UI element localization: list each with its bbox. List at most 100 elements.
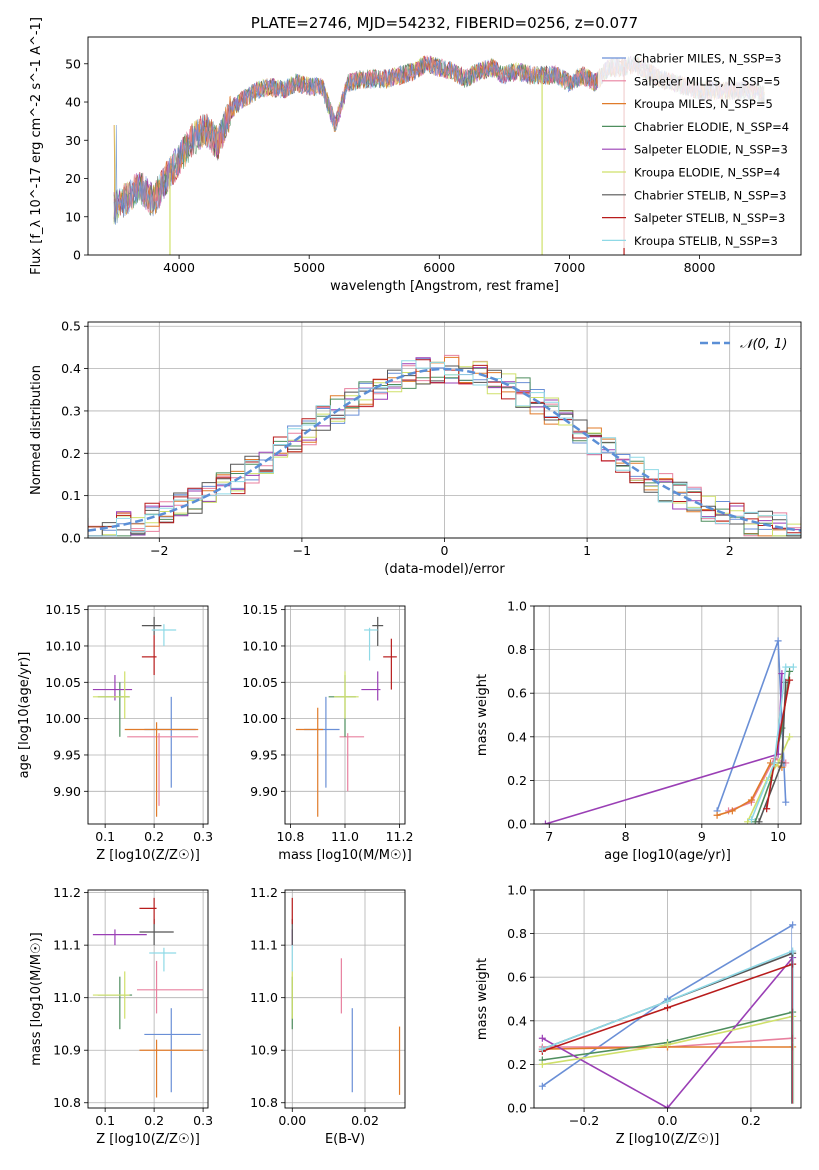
x-tick-label: 8	[622, 829, 630, 844]
panel-residuals: −2 −1 0 1 2 0.0 0.1 0.2 0.3 0.4 0.5 (data-model)/er…	[29, 319, 802, 577]
y-tick-label: 1.0	[507, 883, 527, 898]
y-tick-label: 1.0	[507, 599, 527, 614]
data-point	[364, 627, 378, 661]
y-tick-label: 11.2	[250, 885, 278, 900]
y-tick-label: 0.2	[61, 446, 81, 461]
point-marker	[789, 947, 797, 955]
panel-age_vs_Z: 0.1 0.2 0.3 9.90 9.95 10.00 10.05 10.10 10.15 Z […	[17, 602, 213, 863]
y-tick-label: 11.1	[250, 938, 278, 953]
x-axis-label: wavelength [Angstrom, rest frame]	[330, 279, 559, 294]
y-tick-label: 11.1	[53, 938, 81, 953]
point-marker	[538, 1082, 546, 1090]
panel-age_vs_mass: 10.8 11.0 11.2 9.90 9.95 10.00 10.05 10.10 10.15…	[242, 602, 413, 863]
y-axis-label: age [log10(age/yr)]	[17, 652, 32, 779]
point-marker	[713, 811, 721, 819]
point-marker	[789, 921, 797, 929]
x-tick-label: 7000	[553, 260, 585, 275]
x-axis-label: Z [log10(Z/Z☉)]	[616, 1132, 720, 1147]
data-point	[361, 671, 381, 701]
legend-label: Chabrier MILES, N_SSP=3	[634, 52, 781, 66]
x-axis-label: mass [log10(M/M☉)]	[278, 848, 411, 863]
y-tick-label: 0.8	[507, 642, 527, 657]
point-marker	[789, 663, 797, 671]
y-axis-label: mass weight	[475, 958, 490, 1040]
legend-label: Salpeter ELODIE, N_SSP=3	[634, 143, 788, 157]
y-axis-label: Flux [f_λ 10^-17 erg cm^-2 s^-1 A^-1]	[29, 17, 44, 275]
y-tick-label: 10.10	[242, 638, 278, 653]
point-marker	[538, 1034, 546, 1042]
y-tick-label: 10.05	[242, 675, 278, 690]
axes-frame	[284, 605, 406, 825]
point-marker	[728, 807, 736, 815]
y-tick-label: 10.05	[45, 675, 81, 690]
data-point	[139, 1039, 204, 1098]
x-axis-label: (data-model)/error	[384, 562, 505, 577]
point-marker	[782, 798, 790, 806]
panel-mass_vs_ebv: 0.00 0.02 10.8 10.9 11.0 11.1 11.2 E(B-V)	[250, 885, 406, 1147]
point-marker	[538, 1045, 546, 1053]
y-tick-label: 0.1	[61, 488, 81, 503]
data-point	[97, 976, 133, 1030]
axes-frame	[284, 889, 406, 1109]
x-tick-label: −2	[150, 543, 168, 558]
data-point	[139, 897, 157, 925]
mass-weight-line	[541, 957, 794, 1108]
plot-area	[92, 897, 204, 1098]
point-marker	[747, 796, 755, 804]
y-tick-label: 0.4	[507, 1013, 527, 1028]
x-axis-label: Z [log10(Z/Z☉)]	[96, 848, 200, 863]
point-marker	[755, 818, 763, 824]
data-point	[139, 918, 174, 946]
legend-label: Kroupa ELODIE, N_SSP=4	[634, 166, 780, 180]
x-tick-label: 0.2	[144, 1113, 164, 1128]
y-tick-label: 10.9	[250, 1043, 278, 1058]
y-tick-label: 30	[65, 133, 81, 148]
y-tick-label: 10.15	[242, 602, 278, 617]
legend-label: Salpeter MILES, N_SSP=5	[634, 74, 780, 88]
x-tick-label: 9	[698, 829, 706, 844]
y-tick-label: 11.0	[53, 990, 81, 1005]
legend-label: Kroupa MILES, N_SSP=5	[634, 97, 773, 111]
y-tick-label: 9.90	[53, 784, 81, 799]
point-marker	[786, 676, 794, 684]
data-point	[141, 616, 162, 636]
axes-frame	[87, 321, 802, 539]
x-tick-label: 0.3	[193, 1113, 213, 1128]
axes-frame	[87, 36, 802, 256]
y-tick-label: 9.95	[53, 747, 81, 762]
y-tick-label: 9.90	[250, 784, 278, 799]
data-point	[295, 707, 324, 817]
x-tick-label: 0.1	[95, 1113, 115, 1128]
x-tick-label: 8000	[684, 260, 716, 275]
point-marker	[786, 667, 794, 675]
legend-label: Chabrier STELIB, N_SSP=3	[634, 188, 786, 202]
y-tick-label: 10	[65, 209, 81, 224]
x-tick-label: 0.0	[658, 1113, 678, 1128]
y-tick-label: 11.0	[250, 990, 278, 1005]
y-tick-label: 40	[65, 95, 81, 110]
plot-area	[538, 921, 797, 1108]
x-tick-label: −0.2	[569, 1113, 599, 1128]
data-point	[92, 675, 133, 701]
histogram-step	[88, 367, 801, 537]
x-tick-label: 0.2	[741, 1113, 761, 1128]
gaussian-curve	[88, 367, 801, 532]
data-point	[136, 960, 204, 1014]
legend-box	[598, 44, 797, 248]
chart-title: PLATE=2746, MJD=54232, FIBERID=0256, z=0…	[251, 14, 638, 32]
y-tick-label: 50	[65, 56, 81, 71]
y-tick-label: 10.8	[250, 1095, 278, 1110]
x-tick-label: 0.00	[278, 1113, 306, 1128]
x-axis-label: age [log10(age/yr)]	[604, 848, 731, 863]
mass-weight-line	[545, 673, 783, 824]
y-tick-label: 10.00	[242, 711, 278, 726]
axes-frame	[533, 605, 802, 825]
x-tick-label: 0	[441, 543, 449, 558]
x-axis-label: E(B-V)	[325, 1132, 365, 1147]
plot-area	[541, 637, 797, 824]
legend-label: 𝒩(0, 1)	[740, 337, 787, 352]
legend-label: Kroupa STELIB, N_SSP=3	[634, 234, 778, 248]
y-tick-label: 0.0	[61, 531, 81, 546]
panel-mass_vs_Z: 0.1 0.2 0.3 10.8 10.9 11.0 11.1 11.2 Z [log10(Z/…	[29, 885, 213, 1147]
y-tick-label: 0.6	[507, 686, 527, 701]
